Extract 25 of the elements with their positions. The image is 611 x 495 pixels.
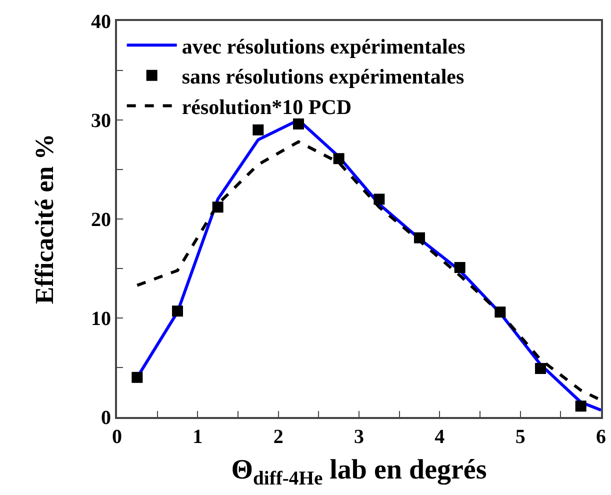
point	[252, 124, 264, 136]
y-axis-title: Efficacité en %	[30, 134, 59, 304]
x-tick-label: 6	[596, 426, 606, 448]
y-tick-label: 30	[91, 110, 111, 132]
y-tick-label: 20	[91, 209, 111, 231]
point	[293, 118, 304, 130]
point	[172, 306, 183, 317]
x-tick-label: 4	[434, 426, 445, 448]
legend-label: sans résolutions expérimentales	[182, 64, 464, 89]
legend-label: résolution*10 PCD	[182, 94, 352, 119]
x-tick-label: 5	[515, 426, 526, 448]
point	[374, 194, 385, 205]
y-tick-label: 0	[101, 407, 111, 429]
x-tick-label: 3	[354, 426, 364, 448]
point	[535, 362, 546, 374]
x-tick-label: 1	[192, 426, 203, 448]
y-tick-label: 10	[91, 308, 111, 330]
point	[132, 372, 143, 383]
x-tick-label: 2	[273, 426, 284, 448]
y-tick-label: 40	[91, 11, 111, 33]
point	[454, 262, 466, 274]
x-axis-title: Θ$_{diff-4He}$ lab en degrés	[231, 454, 487, 490]
legend-label: avec résolutions expérimentales	[182, 34, 466, 58]
point	[333, 153, 344, 164]
point	[575, 400, 586, 412]
